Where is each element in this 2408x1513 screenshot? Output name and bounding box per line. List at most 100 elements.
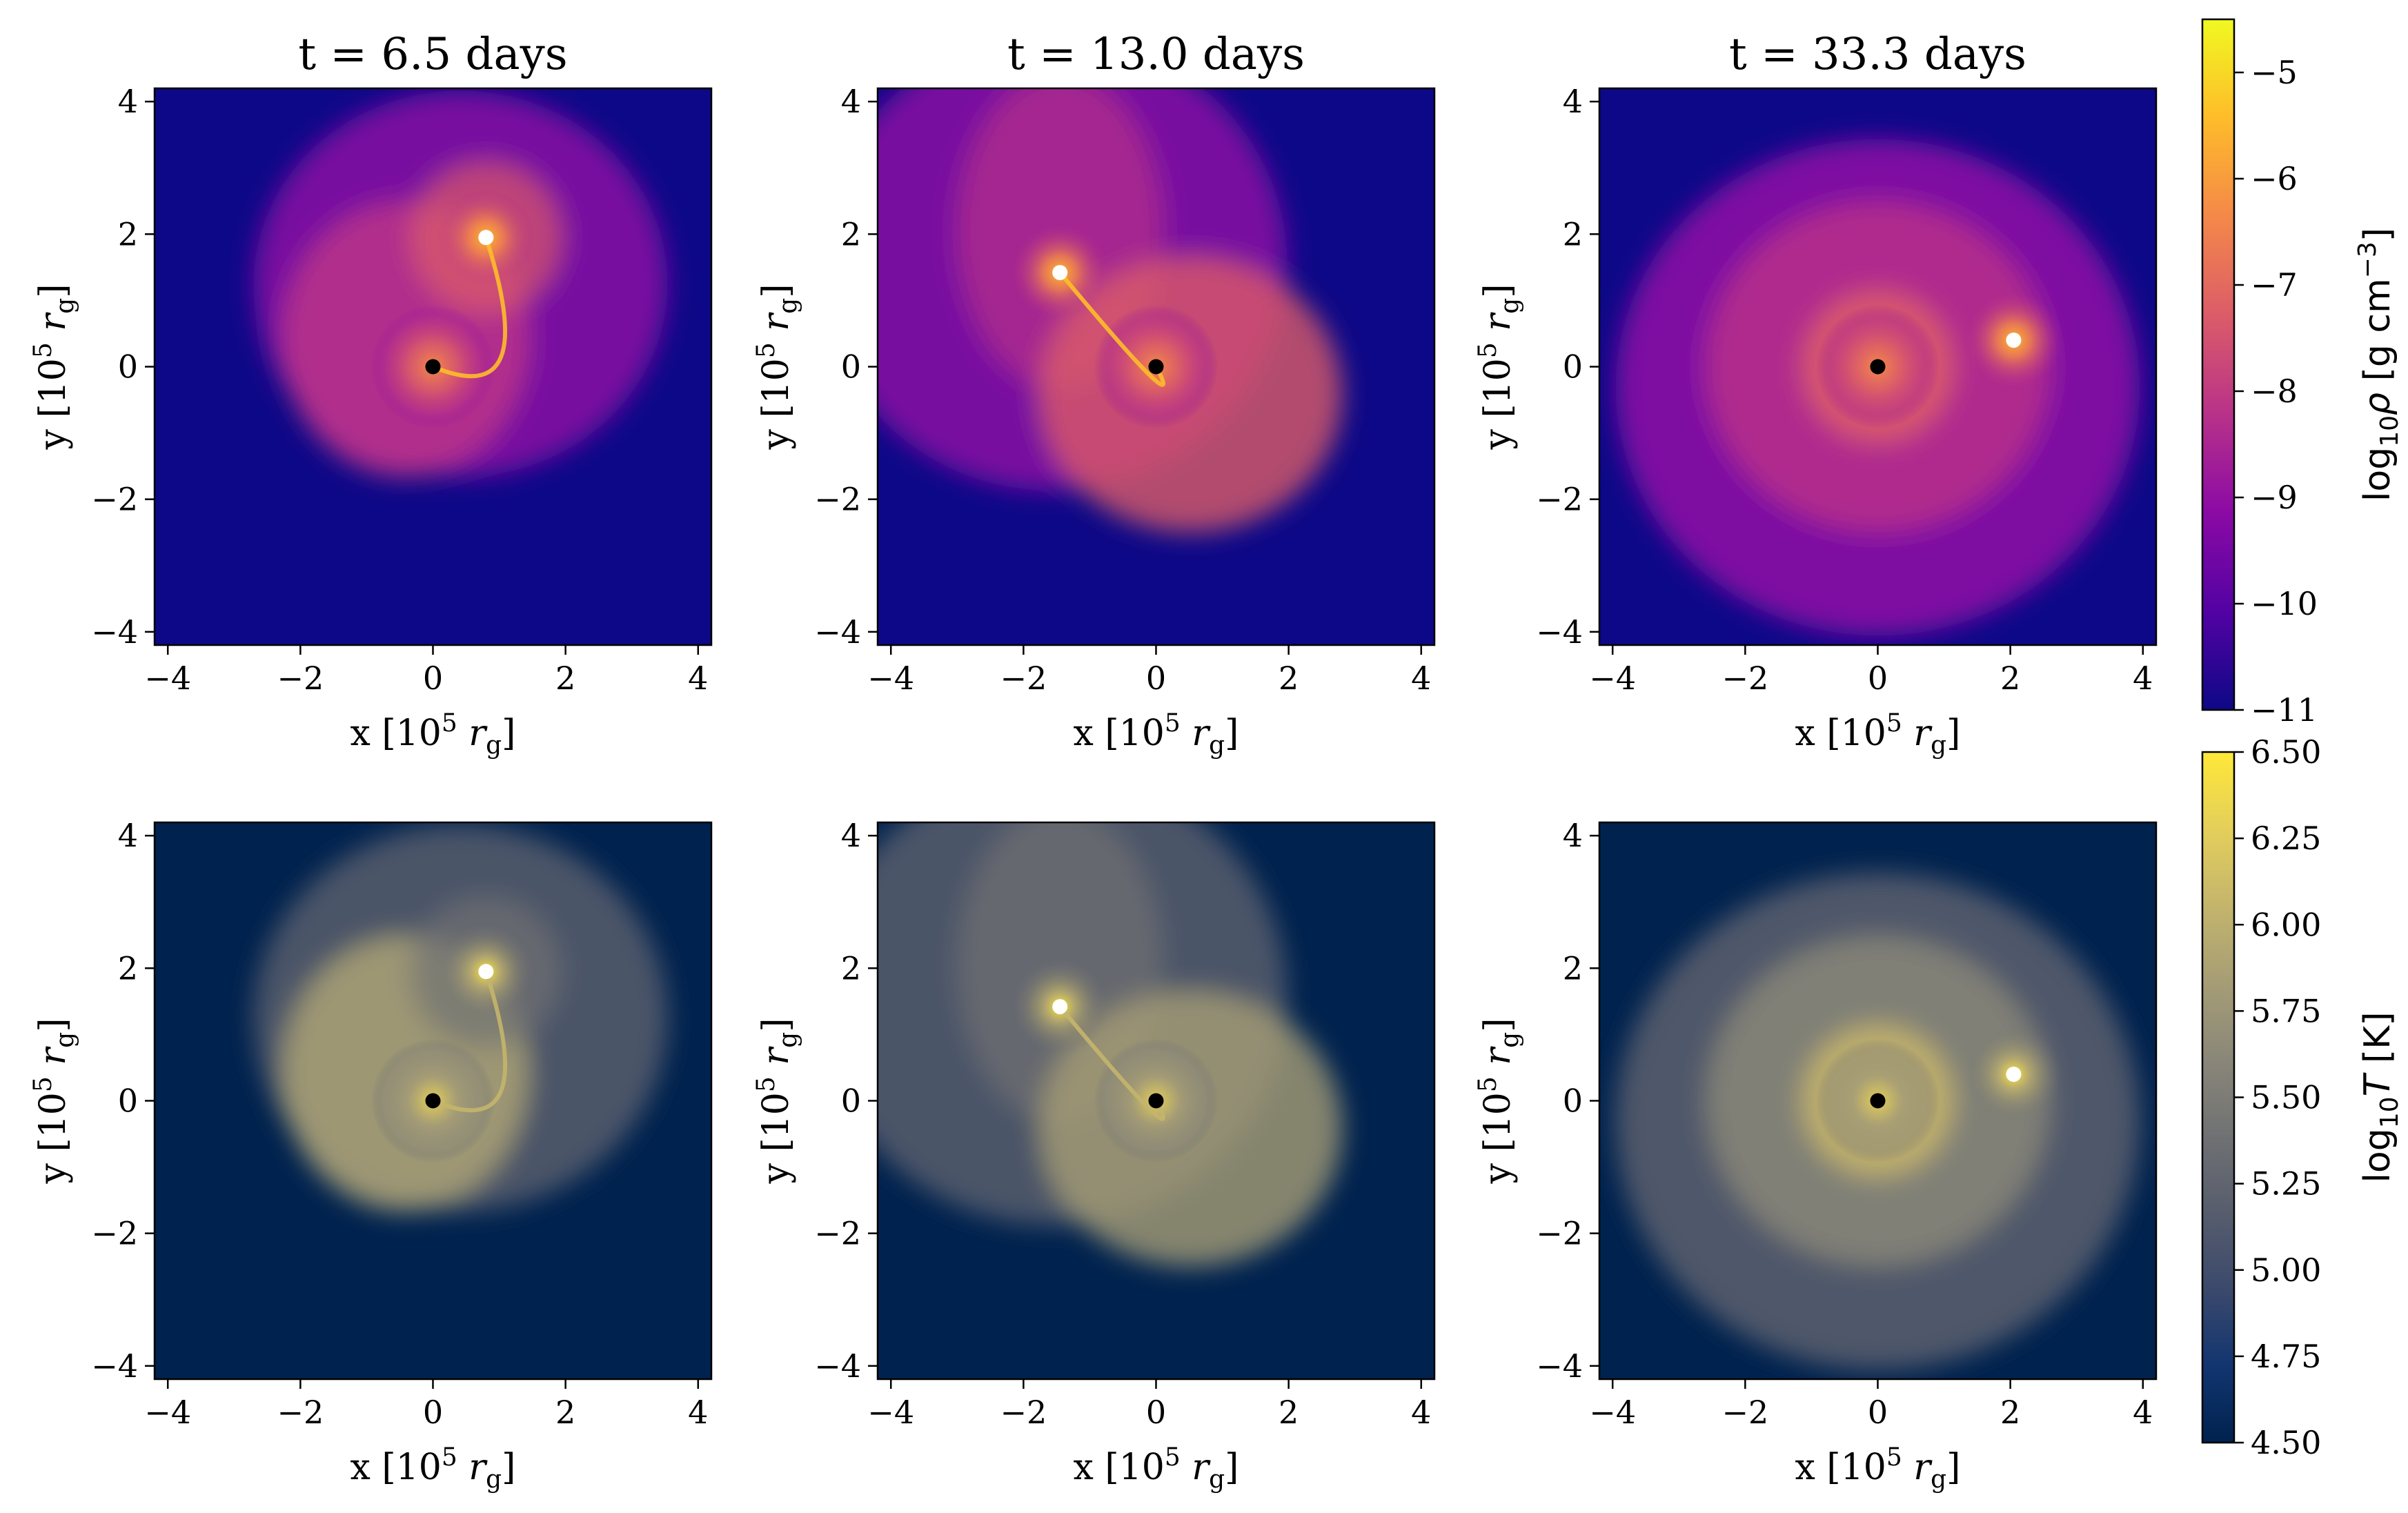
y-tick-label: −4 bbox=[1536, 1347, 1583, 1385]
x-axis-label: x [105 rg] bbox=[1074, 1443, 1239, 1494]
black-hole-marker bbox=[1870, 359, 1886, 375]
colorbar-tick-label: 5.25 bbox=[2251, 1165, 2321, 1203]
x-tick-label: −2 bbox=[1721, 1394, 1768, 1431]
colorbar-label: log10ρ [g cm−3] bbox=[2353, 228, 2404, 502]
colorbar-tick-label: −10 bbox=[2251, 585, 2318, 622]
x-tick-label: 2 bbox=[2000, 660, 2020, 697]
y-tick-label: 2 bbox=[118, 215, 138, 253]
x-axis-label: x [105 rg] bbox=[351, 709, 516, 760]
y-tick-label: 0 bbox=[1563, 1082, 1583, 1120]
black-hole-marker bbox=[425, 359, 441, 375]
x-tick-label: −2 bbox=[277, 660, 324, 697]
x-tick-label: 4 bbox=[1411, 660, 1431, 697]
x-axis-label: x [105 rg] bbox=[1074, 709, 1239, 760]
y-tick-label: −2 bbox=[91, 1215, 138, 1252]
y-tick-label: −4 bbox=[814, 1347, 861, 1385]
x-tick-label: 4 bbox=[2133, 660, 2153, 697]
panel-title: t = 33.3 days bbox=[1729, 29, 2026, 80]
y-tick-label: 4 bbox=[1563, 817, 1583, 854]
colorbar-tick-label: −5 bbox=[2251, 54, 2298, 91]
y-tick-label: −4 bbox=[91, 613, 138, 651]
tidal-stream bbox=[1058, 1005, 1166, 1121]
y-tick-label: −2 bbox=[91, 481, 138, 518]
y-tick-label: −2 bbox=[1536, 481, 1583, 518]
x-tick-label: 4 bbox=[688, 660, 708, 697]
x-axis-label: x [105 rg] bbox=[1795, 1443, 1961, 1494]
x-tick-label: −2 bbox=[1721, 660, 1768, 697]
heatmap-image bbox=[878, 88, 1434, 645]
star-marker bbox=[478, 230, 494, 246]
tidal-stream bbox=[432, 971, 507, 1113]
x-tick-label: 2 bbox=[555, 660, 575, 697]
x-tick-label: 4 bbox=[688, 1394, 708, 1431]
panel-density-1: −4−4 −2 −2 0 0 2 2 4 4 x [105 rg] y [105 rg] t = 6.… bbox=[29, 29, 713, 760]
panel-density-3: −4−4 −2 −2 0 0 2 2 4 4 x [105 rg] y [105 rg] t = 33… bbox=[1474, 29, 2158, 760]
y-axis-label: y [105 rg] bbox=[29, 1018, 79, 1184]
star-marker bbox=[1052, 265, 1068, 281]
x-axis-label: x [105 rg] bbox=[1795, 709, 1961, 760]
x-tick-label: 2 bbox=[555, 1394, 575, 1431]
black-hole-marker bbox=[1148, 359, 1164, 375]
y-tick-label: 2 bbox=[841, 949, 861, 987]
colorbar-tick-label: 5.50 bbox=[2251, 1079, 2321, 1116]
panel-temperature-2: −4−4 −2 −2 0 0 2 2 4 4 x [105 rg] y [105 rg] bbox=[752, 817, 1436, 1494]
y-tick-label: −2 bbox=[814, 481, 861, 518]
heatmap-image bbox=[878, 822, 1434, 1379]
x-tick-label: 0 bbox=[423, 1394, 443, 1431]
y-tick-label: 0 bbox=[118, 348, 138, 386]
heatmap-image bbox=[1599, 822, 2156, 1379]
star-marker bbox=[2006, 1067, 2022, 1082]
x-tick-label: −4 bbox=[1589, 1394, 1636, 1431]
colorbar-tick-label: 6.50 bbox=[2251, 733, 2321, 771]
panel-temperature-1: −4−4 −2 −2 0 0 2 2 4 4 x [105 rg] y [105 rg] bbox=[29, 817, 713, 1494]
x-tick-label: −2 bbox=[277, 1394, 324, 1431]
x-tick-label: −4 bbox=[867, 1394, 914, 1431]
y-tick-label: 4 bbox=[118, 83, 138, 120]
heatmap-image bbox=[155, 88, 711, 645]
y-axis-label: y [105 rg] bbox=[752, 1018, 802, 1184]
y-tick-label: −4 bbox=[1536, 613, 1583, 651]
tidal-stream bbox=[1058, 271, 1166, 387]
x-tick-label: 0 bbox=[1868, 660, 1888, 697]
y-tick-label: 2 bbox=[841, 215, 861, 253]
black-hole-marker bbox=[425, 1093, 441, 1109]
y-axis-label: y [105 rg] bbox=[1474, 1018, 1524, 1184]
panel-temperature-3: −4−4 −2 −2 0 0 2 2 4 4 x [105 rg] y [105 rg] bbox=[1474, 817, 2158, 1494]
colorbar-tick-label: 4.75 bbox=[2251, 1338, 2321, 1375]
y-tick-label: 0 bbox=[841, 1082, 861, 1120]
x-tick-label: −2 bbox=[1000, 1394, 1047, 1431]
colorbar-tick-label: 5.75 bbox=[2251, 992, 2321, 1029]
colorbar-temperature: 6.50 6.25 6.00 5.75 5.50 5.25 5.00 4.75 4.50 log1… bbox=[2201, 733, 2404, 1461]
colorbar-tick-label: −9 bbox=[2251, 479, 2298, 516]
colorbar-tick-label: −6 bbox=[2251, 160, 2298, 197]
x-tick-label: 2 bbox=[1279, 660, 1299, 697]
y-tick-label: −2 bbox=[1536, 1215, 1583, 1252]
star-marker bbox=[1052, 999, 1068, 1015]
x-tick-label: 4 bbox=[2133, 1394, 2153, 1431]
colorbar-gradient bbox=[2201, 751, 2236, 1444]
black-hole-marker bbox=[1870, 1093, 1886, 1109]
colorbar-tick-label: −8 bbox=[2251, 373, 2298, 410]
x-tick-label: 0 bbox=[423, 660, 443, 697]
star-marker bbox=[478, 964, 494, 980]
x-tick-label: 0 bbox=[1146, 1394, 1166, 1431]
y-tick-label: 2 bbox=[1563, 215, 1583, 253]
x-axis-label: x [105 rg] bbox=[351, 1443, 516, 1494]
y-axis-label: y [105 rg] bbox=[752, 284, 802, 450]
x-tick-label: 0 bbox=[1146, 660, 1166, 697]
colorbar-tick-label: −7 bbox=[2251, 266, 2298, 304]
x-tick-label: −4 bbox=[144, 1394, 191, 1431]
x-tick-label: 2 bbox=[2000, 1394, 2020, 1431]
y-axis-label: y [105 rg] bbox=[1474, 284, 1524, 450]
y-tick-label: 0 bbox=[841, 348, 861, 386]
tidal-stream bbox=[432, 237, 507, 379]
y-tick-label: 4 bbox=[841, 817, 861, 854]
y-tick-label: 0 bbox=[1563, 348, 1583, 386]
black-hole-marker bbox=[1148, 1093, 1164, 1109]
colorbar-tick-label: 5.00 bbox=[2251, 1252, 2321, 1289]
x-tick-label: −4 bbox=[867, 660, 914, 697]
panel-density-2: −4−4 −2 −2 0 0 2 2 4 4 x [105 rg] y [105 rg] t = 13… bbox=[752, 29, 1436, 760]
y-axis-label: y [105 rg] bbox=[29, 284, 79, 450]
